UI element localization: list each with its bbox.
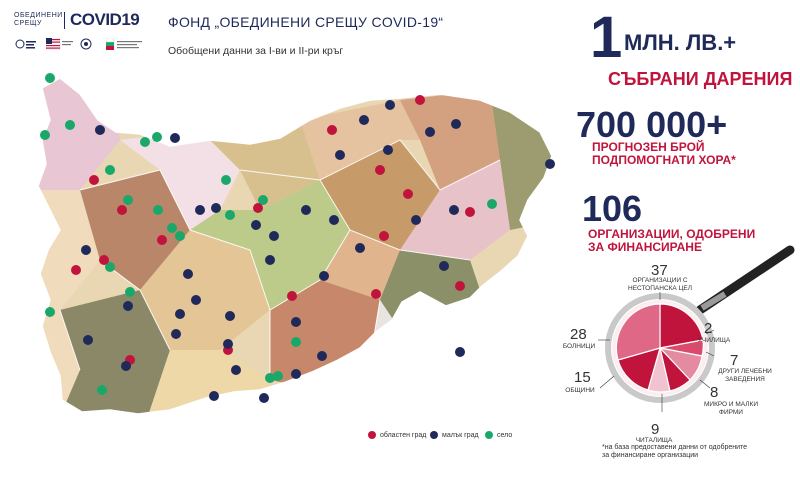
category-label-line: ЗАВЕДЕНИЯ	[725, 375, 765, 383]
stat-people-label-1: ПРОГНОЗЕН БРОЙ	[592, 140, 705, 154]
category-label-line: ЧИТАЛИЩА	[635, 437, 673, 444]
category-label-line: НЕСТОПАНСКА ЦЕЛ	[628, 284, 692, 292]
category-label-line: БОЛНИЦИ	[562, 343, 596, 350]
category-label-chitalishta: ЧИТАЛИЩА	[632, 437, 676, 445]
category-label-line: ДРУГИ ЛЕЧЕБНИ	[718, 368, 772, 375]
footnote-line2: за финансиране организации	[602, 452, 699, 459]
category-label-line: ФИРМИ	[719, 408, 743, 416]
stat-orgs-label-1: ОРГАНИЗАЦИИ, ОДОБРЕНИ	[588, 227, 756, 241]
logo-brand: COVID19	[70, 10, 140, 29]
logo-line2: СРЕЩУ	[14, 20, 42, 27]
category-label-ngo: ОРГАНИЗАЦИИ С НЕСТОПАНСКА ЦЕЛ	[610, 277, 710, 292]
legend-item-small-town: малък град	[430, 431, 479, 439]
category-label-medical: ДРУГИ ЛЕЧЕБНИ ЗАВЕДЕНИЯ	[712, 368, 778, 383]
stat-orgs-label: ОРГАНИЗАЦИИ, ОДОБРЕНИ ЗА ФИНАНСИРАНЕ	[588, 228, 755, 253]
sponsor-logo-flag	[46, 38, 73, 50]
map-markers	[40, 73, 555, 403]
legend-item-oblast: областен град	[368, 431, 426, 439]
category-label-line: ОРГАНИЗАЦИИ С	[632, 277, 688, 284]
legend-label: село	[497, 431, 513, 439]
legend-dot-green	[485, 431, 493, 439]
legend-dot-red	[368, 431, 376, 439]
stat-people-label-2: ПОДПОМОГНАТИ ХОРА*	[592, 152, 736, 167]
map-regions	[38, 78, 552, 414]
category-value-medical: 7	[730, 352, 739, 369]
category-label-municipalities: ОБЩИНИ	[560, 387, 600, 395]
sponsor-logo-bg	[106, 38, 142, 50]
category-value-hospitals: 28	[570, 326, 587, 343]
footnote: *на база предоставени данни от одобренит…	[602, 444, 782, 460]
legend-label: областен град	[380, 431, 427, 439]
category-value-municipalities: 15	[574, 369, 591, 386]
stat-orgs-number: 106	[582, 188, 643, 229]
category-value-schools: 2	[704, 320, 713, 337]
logo-block: ОБЕДИНЕНИ СРЕЩУ COVID19	[14, 10, 154, 54]
category-label-line: ОБЩИНИ	[565, 387, 595, 394]
bulgaria-map	[37, 73, 555, 415]
magnifier-pie	[598, 245, 795, 412]
stat-donations-number: 1	[590, 5, 623, 70]
sponsor-logo-seal	[80, 38, 92, 50]
stat-orgs-label-2: ЗА ФИНАНСИРАНЕ	[588, 239, 702, 254]
footnote-line1: *на база предоставени данни от одобренит…	[602, 444, 748, 451]
category-label-firms: МИКРО И МАЛКИ ФИРМИ	[696, 401, 766, 416]
stat-donations-label: СЪБРАНИ ДАРЕНИЯ	[608, 69, 793, 89]
stat-people-number: 700 000+	[576, 104, 728, 145]
logo-text: ОБЕДИНЕНИ СРЕЩУ	[14, 12, 63, 28]
stat-donations-unit: МЛН. ЛВ.+	[624, 30, 737, 55]
category-label-line: МИКРО И МАЛКИ	[703, 401, 759, 408]
category-value-ngo: 37	[651, 262, 668, 279]
category-label-schools: УЧИЛИЩА	[694, 337, 734, 345]
legend-item-village: село	[485, 431, 512, 439]
sponsor-logo-1	[15, 39, 36, 49]
legend-label: малък град	[442, 431, 479, 439]
category-value-firms: 8	[710, 384, 719, 401]
legend-dot-navy	[430, 431, 438, 439]
category-label-line: УЧИЛИЩА	[697, 337, 731, 344]
stat-people-label: ПРОГНОЗЕН БРОЙ ПОДПОМОГНАТИ ХОРА*	[592, 141, 736, 166]
category-value-chitalishta: 9	[651, 421, 660, 438]
page-title: ФОНД „ОБЕДИНЕНИ СРЕЩУ COVID-19“	[168, 14, 444, 30]
category-label-hospitals: БОЛНИЦИ	[556, 343, 602, 351]
page-subtitle: Обобщени данни за I-ви и II-ри кръг	[168, 45, 344, 57]
logo-line1: ОБЕДИНЕНИ	[14, 12, 63, 19]
logo-divider	[64, 12, 65, 29]
